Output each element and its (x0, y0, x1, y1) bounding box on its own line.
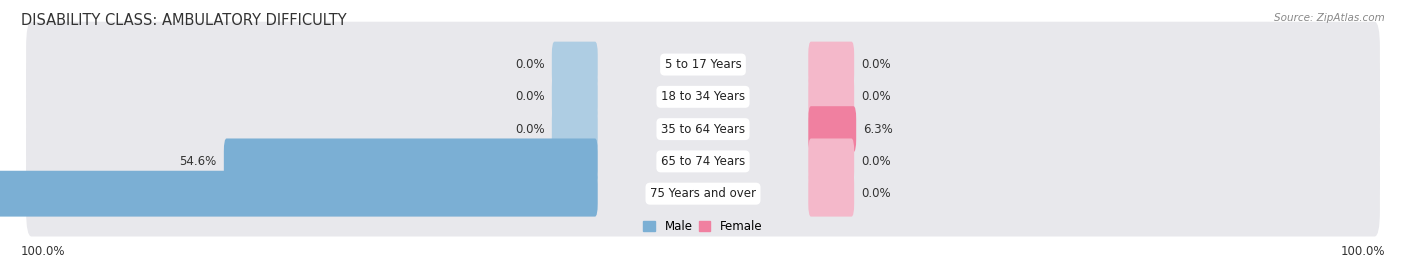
FancyBboxPatch shape (551, 106, 598, 152)
FancyBboxPatch shape (27, 151, 1379, 236)
Text: 75 Years and over: 75 Years and over (650, 187, 756, 200)
Text: 100.0%: 100.0% (21, 245, 66, 258)
Text: 6.3%: 6.3% (863, 123, 893, 136)
FancyBboxPatch shape (224, 139, 598, 184)
Text: 0.0%: 0.0% (515, 90, 544, 103)
FancyBboxPatch shape (27, 54, 1379, 140)
FancyBboxPatch shape (808, 42, 855, 87)
Text: Source: ZipAtlas.com: Source: ZipAtlas.com (1274, 13, 1385, 23)
FancyBboxPatch shape (808, 74, 855, 120)
Text: 54.6%: 54.6% (179, 155, 217, 168)
Legend: Male, Female: Male, Female (644, 220, 762, 233)
FancyBboxPatch shape (808, 139, 855, 184)
Text: 0.0%: 0.0% (862, 187, 891, 200)
FancyBboxPatch shape (551, 74, 598, 120)
FancyBboxPatch shape (808, 106, 856, 152)
Text: 0.0%: 0.0% (515, 123, 544, 136)
Text: 0.0%: 0.0% (515, 58, 544, 71)
Text: 65 to 74 Years: 65 to 74 Years (661, 155, 745, 168)
FancyBboxPatch shape (808, 171, 855, 217)
Text: 0.0%: 0.0% (862, 90, 891, 103)
FancyBboxPatch shape (27, 86, 1379, 172)
FancyBboxPatch shape (0, 171, 598, 217)
FancyBboxPatch shape (27, 119, 1379, 204)
Text: 18 to 34 Years: 18 to 34 Years (661, 90, 745, 103)
Text: 0.0%: 0.0% (862, 58, 891, 71)
Text: 100.0%: 100.0% (1340, 245, 1385, 258)
Text: 35 to 64 Years: 35 to 64 Years (661, 123, 745, 136)
Text: 0.0%: 0.0% (862, 155, 891, 168)
Text: DISABILITY CLASS: AMBULATORY DIFFICULTY: DISABILITY CLASS: AMBULATORY DIFFICULTY (21, 13, 347, 29)
FancyBboxPatch shape (27, 22, 1379, 107)
Text: 5 to 17 Years: 5 to 17 Years (665, 58, 741, 71)
FancyBboxPatch shape (551, 42, 598, 87)
